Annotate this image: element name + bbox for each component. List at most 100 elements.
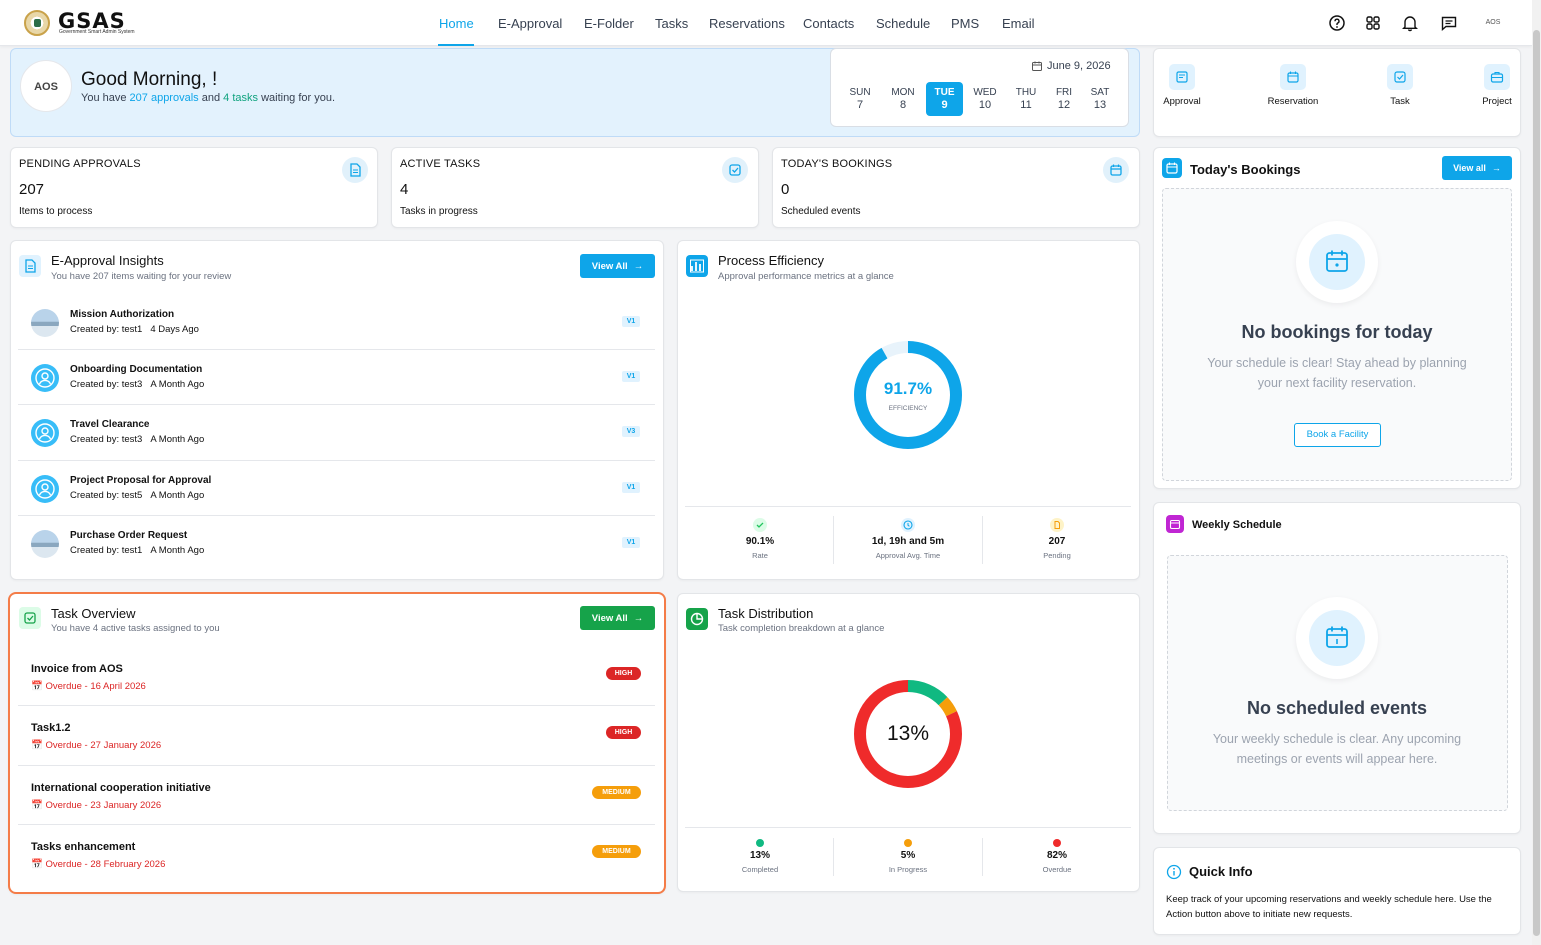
task-row[interactable]: Tasks enhancement 📅 Overdue - 28 Februar… [18,825,655,884]
stat-card-pending-approvals[interactable] [10,147,378,228]
metric-rate: 90.1% Rate [685,518,835,560]
quick-actions-panel [1153,48,1521,137]
stat-subtitle: Tasks in progress [400,206,478,217]
approval-time: 4 Days Ago [150,324,199,335]
task-due-text: Overdue - 28 February 2026 [45,859,166,870]
day-sun[interactable]: SUN 7 [841,82,879,116]
task-due: 📅 Overdue - 16 April 2026 [31,681,146,692]
stat-card-active-tasks[interactable] [391,147,759,228]
metric-value: 1d, 19h and 5m [871,536,945,547]
bookings-title: Today's Bookings [1190,162,1301,177]
button-label: View All [591,260,628,272]
quick-info-title: Quick Info [1189,864,1253,879]
approval-row[interactable]: Mission Authorization Created by: test1 4… [18,295,655,350]
greeting-sub-and: and [201,92,221,104]
weekly-empty-title: No scheduled events [1246,698,1428,718]
document-icon [342,157,368,183]
priority-badge: MEDIUM [592,786,641,799]
metric-label: Completed [741,865,779,874]
day-mon[interactable]: MON 8 [884,82,922,116]
quick-action-reservation[interactable]: Reservation [1263,64,1323,107]
approvals-view-all-button[interactable]: View All → [580,254,655,278]
metric-completed: 13% Completed [685,839,835,874]
nav-home[interactable]: Home [439,16,474,31]
approval-row[interactable]: Project Proposal for Approval Created by… [18,461,655,516]
task-row[interactable]: Invoice from AOS 📅 Overdue - 16 April 20… [18,647,655,706]
approvals-panel [10,240,664,580]
bookings-empty-text: Your schedule is clear! Stay ahead by pl… [1207,356,1467,390]
priority-badge: MEDIUM [592,845,641,858]
calendar-icon [1166,515,1184,533]
day-tue-today[interactable]: TUE 9 [926,82,963,116]
approval-time: A Month Ago [150,434,205,445]
apps-grid-icon[interactable] [1364,14,1382,32]
greeting-sub-suffix: waiting for you. [261,92,336,104]
approvals-title: E-Approval Insights [51,253,164,268]
stat-card-todays-bookings[interactable] [772,147,1140,228]
priority-badge: HIGH [606,726,641,739]
metric-label: Pending [1043,551,1071,560]
day-thu[interactable]: THU 11 [1007,82,1045,116]
top-navbar: GSAS Government Smart Admin System Home … [0,0,1532,46]
day-wed[interactable]: WED 10 [966,82,1004,116]
metric-label: Rate [752,551,768,560]
chat-icon[interactable] [1440,14,1458,32]
nav-tasks[interactable]: Tasks [655,16,689,31]
nav-reservations[interactable]: Reservations [709,16,785,31]
quick-action-label: Project [1482,96,1512,107]
task-due: 📅 Overdue - 23 January 2026 [31,800,161,811]
nav-e-approval[interactable]: E-Approval [498,16,563,31]
day-name: WED [973,87,997,98]
check-icon [753,518,767,532]
approval-meta: Created by: test1 A Month Ago [70,545,204,556]
quick-action-task[interactable]: Task [1370,64,1430,107]
approval-row[interactable]: Onboarding Documentation Created by: tes… [18,350,655,405]
quick-action-approval[interactable]: Approval [1152,64,1212,107]
nav-email[interactable]: Email [1002,16,1035,31]
greeting-title: Good Morning, ! [81,69,218,90]
approval-meta: Created by: test3 A Month Ago [70,379,204,390]
task-row[interactable]: International cooperation initiative 📅 O… [18,766,655,825]
bookings-view-all-button[interactable]: View all → [1442,156,1512,180]
bookings-empty-title: No bookings for today [1241,322,1433,342]
nav-contacts[interactable]: Contacts [803,16,855,31]
calendar-date: June 9, 2026 [1047,60,1111,72]
day-name: TUE [934,87,955,98]
nav-e-folder[interactable]: E-Folder [584,16,634,31]
greeting-approvals-link[interactable]: 207 approvals [129,92,199,104]
approval-row[interactable]: Travel Clearance Created by: test3 A Mont… [18,405,655,461]
task-row[interactable]: Task1.2 📅 Overdue - 27 January 2026 HIGH [18,706,655,766]
day-sat[interactable]: SAT 13 [1081,82,1119,116]
metric-value: 207 [1048,536,1066,547]
user-avatar[interactable]: AOS [1485,19,1501,26]
approval-row[interactable]: Purchase Order Request Created by: test1… [18,516,655,571]
metric-label: Approval Avg. Time [875,551,941,560]
nav-schedule[interactable]: Schedule [876,16,931,31]
nav-pms[interactable]: PMS [951,16,980,31]
calendar-icon: 📅 [31,681,43,692]
tasks-title: Task Overview [51,606,136,621]
version-badge: V1 [622,371,640,382]
day-fri[interactable]: FRI 12 [1045,82,1083,116]
distribution-subtitle: Task completion breakdown at a glance [718,623,885,634]
efficiency-subtitle: Approval performance metrics at a glance [718,271,894,282]
book-facility-button[interactable]: Book a Facility [1294,423,1381,447]
greeting-sub-prefix: You have [81,92,127,104]
approval-icon [1169,64,1195,90]
scrollbar-thumb[interactable] [1533,30,1540,936]
tasks-view-all-button[interactable]: View All → [580,606,655,630]
status-dot [1053,839,1061,847]
bell-icon[interactable] [1401,14,1419,32]
distribution-donut [854,680,962,788]
stat-title: ACTIVE TASKS [400,158,481,170]
quick-action-project[interactable]: Project [1467,64,1527,107]
info-icon [1166,864,1182,880]
pie-chart-icon [686,608,708,630]
efficiency-ring [854,341,962,449]
calendar-icon: 📅 [31,740,43,751]
day-number: 10 [978,99,992,111]
calendar-icon [1162,158,1182,178]
help-icon[interactable] [1328,14,1346,32]
brand-subtitle: Government Smart Admin System [59,29,135,35]
greeting-tasks-link[interactable]: 4 tasks [223,92,258,104]
